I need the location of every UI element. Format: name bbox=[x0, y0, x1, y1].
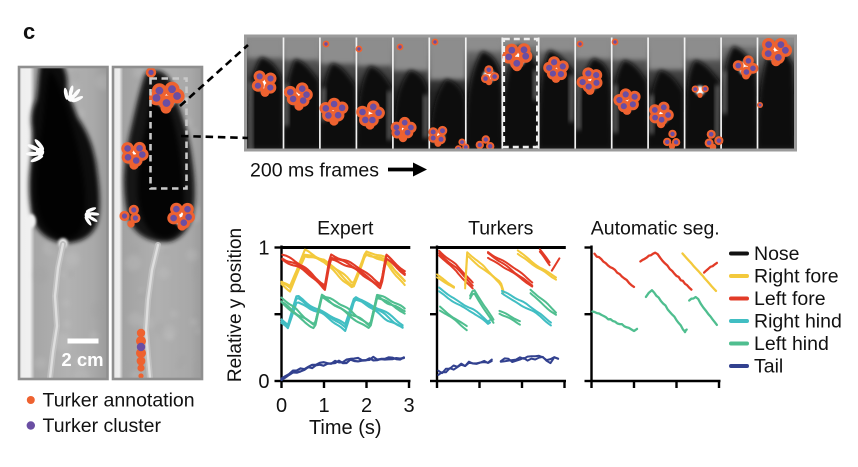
svg-text:Turker annotation: Turker annotation bbox=[43, 390, 195, 412]
svg-text:Automatic seg.: Automatic seg. bbox=[591, 218, 720, 240]
svg-text:2: 2 bbox=[361, 395, 372, 417]
svg-text:Expert: Expert bbox=[317, 218, 374, 240]
svg-text:200 ms frames: 200 ms frames bbox=[250, 160, 379, 182]
svg-text:2 cm: 2 cm bbox=[61, 349, 103, 370]
svg-text:Left fore: Left fore bbox=[754, 288, 826, 310]
svg-text:1: 1 bbox=[318, 395, 329, 417]
svg-text:Turker cluster: Turker cluster bbox=[43, 415, 162, 437]
svg-text:3: 3 bbox=[403, 395, 414, 417]
svg-text:0: 0 bbox=[258, 371, 269, 393]
svg-text:Turkers: Turkers bbox=[468, 218, 534, 240]
svg-text:Right hind: Right hind bbox=[754, 311, 842, 333]
svg-text:0: 0 bbox=[276, 395, 287, 417]
svg-text:Time (s): Time (s) bbox=[309, 417, 382, 439]
svg-text:c: c bbox=[23, 19, 35, 44]
svg-text:Nose: Nose bbox=[754, 243, 800, 265]
svg-text:1: 1 bbox=[258, 238, 269, 260]
svg-text:Right fore: Right fore bbox=[754, 266, 839, 288]
svg-text:Tail: Tail bbox=[754, 356, 783, 378]
svg-text:Relative y position: Relative y position bbox=[225, 228, 246, 382]
svg-text:Left hind: Left hind bbox=[754, 333, 829, 355]
